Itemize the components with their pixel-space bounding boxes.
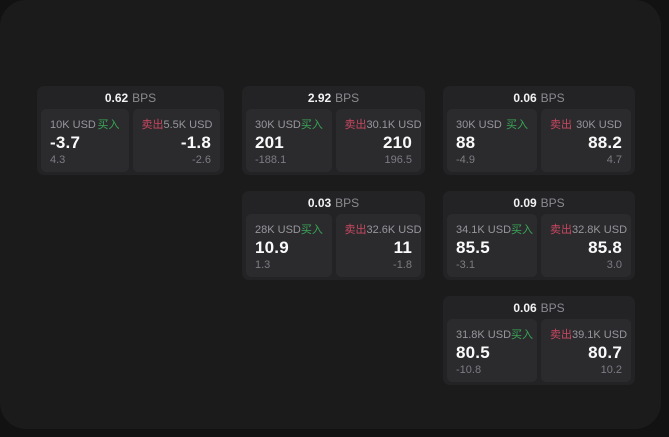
- spread-value: 2.92: [307, 91, 332, 105]
- sell-price: 88.2: [588, 133, 622, 152]
- sell-price: 80.7: [588, 343, 622, 362]
- spread-value: 0.62: [104, 91, 129, 105]
- buy-sub-value: -188.1: [255, 154, 287, 166]
- sell-side-label: 卖出: [550, 119, 572, 131]
- sell-price: 210: [383, 133, 412, 152]
- buy-sub-value: 4.3: [50, 154, 66, 166]
- spread-unit-label: BPS: [132, 91, 157, 105]
- buy-side-label: 买入: [300, 119, 323, 131]
- quote-card: 0.09 BPS 34.1K USD 买入 85.5 -3.1 卖出 32.8K…: [443, 191, 635, 280]
- buy-side-label: 买入: [97, 119, 120, 131]
- spread-header: 0.06 BPS: [443, 86, 635, 108]
- sell-amount: 5.5K USD: [163, 119, 213, 131]
- quote-panels: 28K USD 买入 10.9 1.3 卖出 32.6K USD 11 -1.8: [242, 214, 425, 277]
- quote-panels: 31.8K USD 买入 80.5 -10.8 卖出 39.1K USD 80.…: [443, 319, 635, 382]
- buy-price: 88: [456, 133, 476, 152]
- buy-tile[interactable]: 30K USD 买入 88 -4.9: [447, 109, 537, 172]
- spread-value: 0.09: [513, 196, 537, 210]
- buy-tile[interactable]: 30K USD 买入 201 -188.1: [246, 109, 332, 172]
- buy-tile[interactable]: 28K USD 买入 10.9 1.3: [246, 214, 332, 277]
- spread-header: 0.09 BPS: [443, 191, 635, 213]
- sell-amount: 30K USD: [576, 119, 622, 131]
- sell-side-label: 卖出: [344, 224, 367, 236]
- buy-sub-value: -4.9: [456, 154, 475, 166]
- sell-tile[interactable]: 卖出 30.1K USD 210 196.5: [335, 109, 422, 172]
- sell-sub-value: 196.5: [384, 154, 412, 166]
- quote-card: 0.03 BPS 28K USD 买入 10.9 1.3 卖出 32.6K US…: [242, 191, 425, 280]
- buy-price: 85.5: [456, 238, 490, 257]
- sell-sub-value: -1.8: [393, 259, 412, 271]
- buy-amount: 31.8K USD: [456, 329, 512, 341]
- trading-board-page: 0.62 BPS 10K USD 买入 -3.7 4.3 卖出 5.5K USD…: [37, 86, 635, 385]
- sell-amount: 39.1K USD: [572, 329, 628, 341]
- spread-unit-label: BPS: [540, 91, 565, 105]
- sell-side-label: 卖出: [344, 119, 367, 131]
- spread-value: 0.06: [513, 91, 537, 105]
- quote-panels: 30K USD 买入 201 -188.1 卖出 30.1K USD 210 1…: [242, 109, 425, 172]
- buy-price: 201: [255, 133, 284, 152]
- spread-header: 0.62 BPS: [37, 86, 224, 108]
- buy-side-label: 买入: [300, 224, 323, 236]
- buy-sub-value: -10.8: [456, 364, 482, 376]
- buy-side-label: 买入: [511, 224, 534, 236]
- spread-unit-label: BPS: [540, 301, 565, 315]
- quote-card: 0.06 BPS 30K USD 买入 88 -4.9 卖出 30K USD 8…: [443, 86, 635, 175]
- buy-sub-value: 1.3: [255, 259, 271, 271]
- sell-amount: 30.1K USD: [366, 119, 422, 131]
- sell-tile[interactable]: 卖出 30K USD 88.2 4.7: [541, 109, 631, 172]
- sell-amount: 32.8K USD: [572, 224, 628, 236]
- buy-amount: 34.1K USD: [456, 224, 512, 236]
- buy-price: 80.5: [456, 343, 490, 362]
- sell-amount: 32.6K USD: [366, 224, 422, 236]
- sell-price: 85.8: [588, 238, 622, 257]
- sell-price: -1.8: [180, 133, 211, 152]
- sell-side-label: 卖出: [550, 329, 572, 341]
- spread-header: 0.03 BPS: [242, 191, 425, 213]
- spread-unit-label: BPS: [540, 196, 565, 210]
- sell-tile[interactable]: 卖出 32.8K USD 85.8 3.0: [541, 214, 631, 277]
- sell-tile[interactable]: 卖出 39.1K USD 80.7 10.2: [541, 319, 631, 382]
- sell-sub-value: 10.2: [600, 364, 622, 376]
- sell-price: 11: [393, 238, 412, 257]
- quote-card: 0.06 BPS 31.8K USD 买入 80.5 -10.8 卖出 39.1…: [443, 296, 635, 385]
- quote-panels: 10K USD 买入 -3.7 4.3 卖出 5.5K USD -1.8 -2.…: [37, 109, 224, 172]
- quote-panels: 30K USD 买入 88 -4.9 卖出 30K USD 88.2 4.7: [443, 109, 635, 172]
- buy-side-label: 买入: [511, 329, 534, 341]
- buy-tile[interactable]: 31.8K USD 买入 80.5 -10.8: [447, 319, 537, 382]
- spread-unit-label: BPS: [335, 196, 360, 210]
- sell-sub-value: 4.7: [606, 154, 622, 166]
- sell-tile[interactable]: 卖出 5.5K USD -1.8 -2.6: [132, 109, 220, 172]
- sell-tile[interactable]: 卖出 32.6K USD 11 -1.8: [335, 214, 422, 277]
- spread-value: 0.06: [513, 301, 537, 315]
- spread-header: 0.06 BPS: [443, 296, 635, 318]
- buy-amount: 10K USD: [50, 119, 96, 131]
- sell-sub-value: -2.6: [192, 154, 211, 166]
- buy-tile[interactable]: 34.1K USD 买入 85.5 -3.1: [447, 214, 537, 277]
- buy-amount: 30K USD: [456, 119, 502, 131]
- sell-sub-value: 3.0: [606, 259, 622, 271]
- buy-amount: 30K USD: [255, 119, 301, 131]
- quote-card: 0.62 BPS 10K USD 买入 -3.7 4.3 卖出 5.5K USD…: [37, 86, 224, 175]
- sell-side-label: 卖出: [141, 119, 164, 131]
- quote-panels: 34.1K USD 买入 85.5 -3.1 卖出 32.8K USD 85.8…: [443, 214, 635, 277]
- spread-value: 0.03: [307, 196, 332, 210]
- buy-price: 10.9: [255, 238, 289, 257]
- quote-card: 2.92 BPS 30K USD 买入 201 -188.1 卖出 30.1K …: [242, 86, 425, 175]
- spread-unit-label: BPS: [335, 91, 360, 105]
- buy-side-label: 买入: [506, 119, 528, 131]
- buy-amount: 28K USD: [255, 224, 301, 236]
- buy-tile[interactable]: 10K USD 买入 -3.7 4.3: [41, 109, 129, 172]
- buy-price: -3.7: [50, 133, 81, 152]
- sell-side-label: 卖出: [550, 224, 572, 236]
- buy-sub-value: -3.1: [456, 259, 475, 271]
- spread-header: 2.92 BPS: [242, 86, 425, 108]
